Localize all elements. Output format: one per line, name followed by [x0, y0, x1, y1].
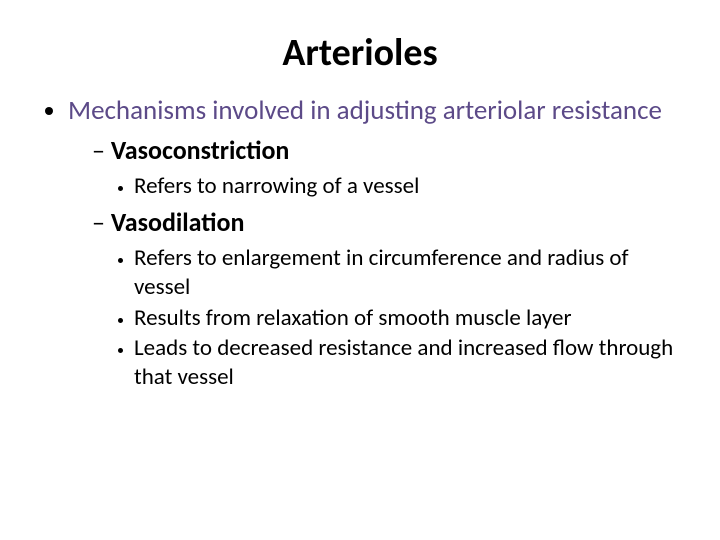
level2-heading: Vasodilation — [111, 206, 245, 238]
list-item: Mechanisms involved in adjusting arterio… — [68, 94, 680, 392]
bullet-list-level1: Mechanisms involved in adjusting arterio… — [40, 94, 680, 392]
list-item: Results from relaxation of smooth muscle… — [134, 304, 680, 333]
level2-heading: Vasoconstriction — [111, 134, 290, 166]
bullet-list-level2: Vasoconstriction Refers to narrowing of … — [68, 134, 680, 392]
list-item: Vasodilation Refers to enlargement in ci… — [92, 206, 680, 392]
list-item: Refers to enlargement in circumference a… — [134, 244, 680, 302]
slide-title: Arterioles — [40, 30, 680, 76]
slide: Arterioles Mechanisms involved in adjust… — [0, 0, 720, 540]
level1-text: Mechanisms involved in adjusting arterio… — [68, 94, 662, 127]
bullet-list-level3: Refers to narrowing of a vessel — [92, 172, 680, 201]
list-item: Refers to narrowing of a vessel — [134, 172, 680, 201]
list-item: Vasoconstriction Refers to narrowing of … — [92, 134, 680, 201]
list-item: Leads to decreased resistance and increa… — [134, 334, 680, 392]
bullet-list-level3: Refers to enlargement in circumference a… — [92, 244, 680, 392]
